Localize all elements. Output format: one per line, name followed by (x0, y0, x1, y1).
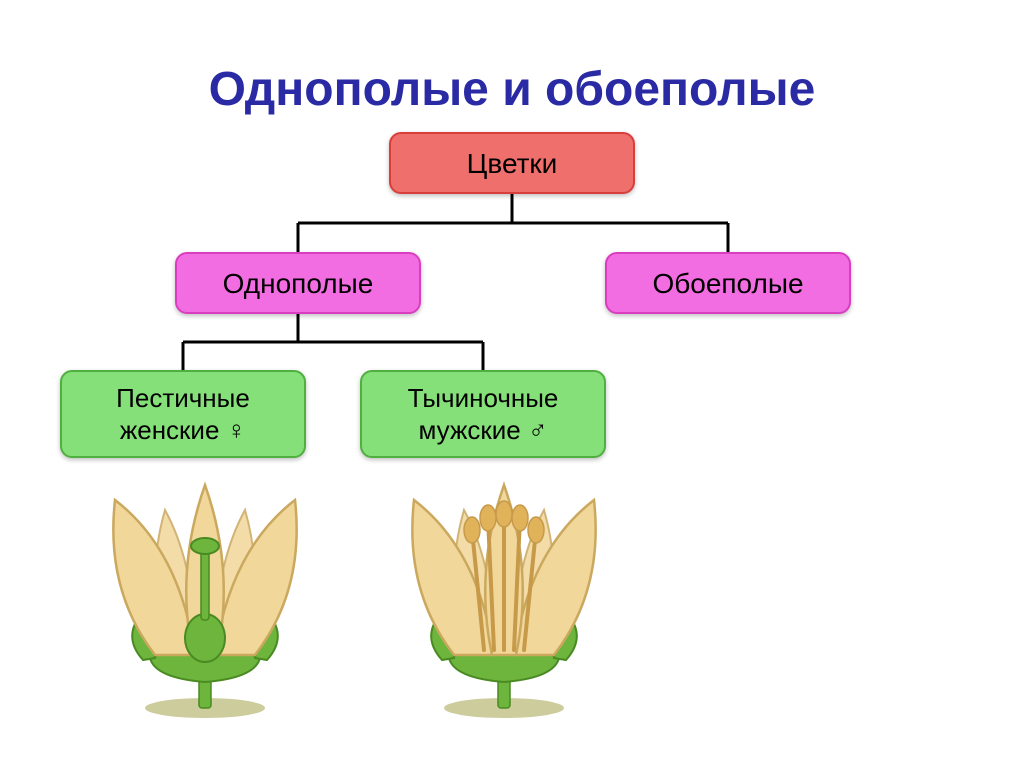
node-root-label: Цветки (467, 146, 558, 181)
node-female-label: Пестичные женские ♀ (116, 382, 250, 447)
diagram-canvas: { "title": { "text": "Однополые и обоепо… (0, 0, 1024, 767)
node-unisex-label: Однополые (223, 266, 374, 301)
flower-male-icon (390, 470, 618, 720)
node-bisex-label: Обоеполые (652, 266, 803, 301)
page-title: Однополые и обоеполые (0, 62, 1024, 117)
node-unisex: Однополые (175, 252, 421, 314)
flower-female-icon (95, 470, 315, 720)
node-bisex: Обоеполые (605, 252, 851, 314)
node-root: Цветки (389, 132, 635, 194)
node-male: Тычиночные мужские ♂ (360, 370, 606, 458)
node-male-label: Тычиночные мужские ♂ (408, 382, 559, 447)
node-female: Пестичные женские ♀ (60, 370, 306, 458)
